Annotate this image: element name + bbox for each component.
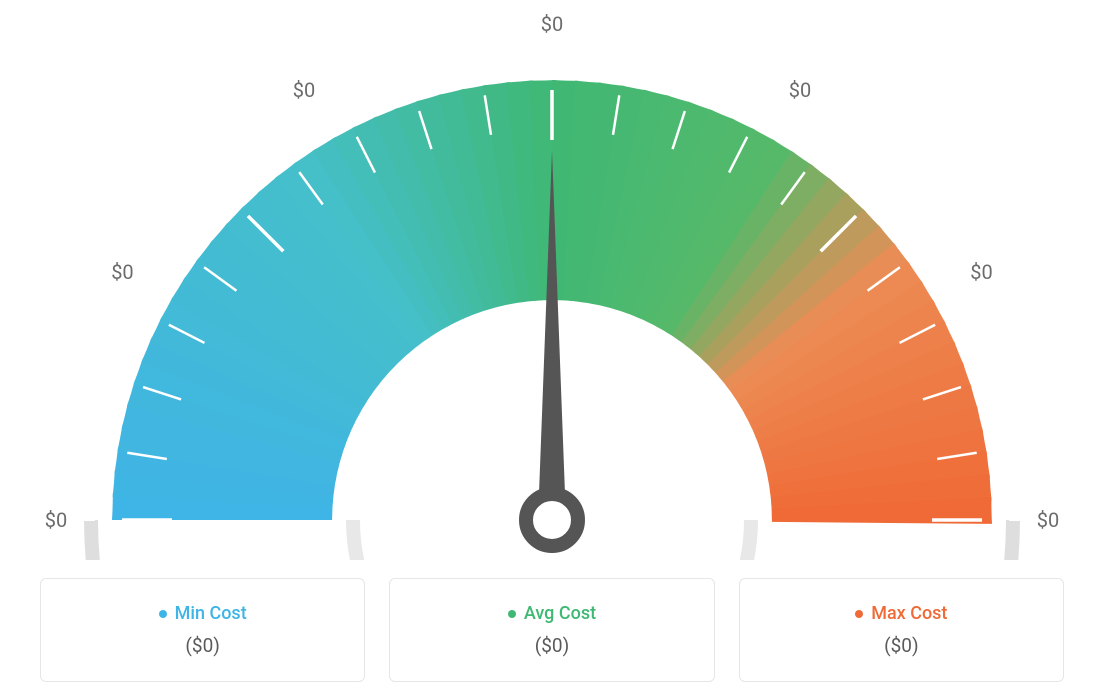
gauge-chart-container: $0 $0 $0 $0 $0 $0 $0 Min Cost ($0) Avg Cost ($…: [0, 0, 1104, 690]
gauge-tick-label: $0: [789, 78, 811, 102]
legend-card-avg: Avg Cost ($0): [389, 578, 714, 682]
gauge-tick-label: $0: [1037, 508, 1059, 532]
gauge-tick-label: $0: [111, 260, 133, 284]
gauge-tick-label: $0: [541, 12, 563, 36]
legend-card-max: Max Cost ($0): [739, 578, 1064, 682]
gauge-tick-label: $0: [970, 260, 992, 284]
legend-value-min: ($0): [185, 634, 219, 657]
gauge-area: $0 $0 $0 $0 $0 $0 $0: [0, 0, 1104, 560]
legend-label-min: Min Cost: [175, 603, 247, 624]
legend-label-avg: Avg Cost: [524, 603, 596, 624]
legend-label-max: Max Cost: [871, 603, 947, 624]
legend-dot-max: [855, 610, 863, 618]
legend-title-max: Max Cost: [855, 603, 947, 624]
gauge-tick-label: $0: [45, 508, 67, 532]
legend-title-min: Min Cost: [159, 603, 247, 624]
legend-value-max: ($0): [884, 634, 918, 657]
gauge-tick-label: $0: [293, 78, 315, 102]
legend-dot-avg: [508, 610, 516, 618]
legend-dot-min: [159, 610, 167, 618]
legend-value-avg: ($0): [535, 634, 569, 657]
legend-row: Min Cost ($0) Avg Cost ($0) Max Cost ($0…: [0, 578, 1104, 690]
gauge-svg: [0, 0, 1104, 560]
legend-card-min: Min Cost ($0): [40, 578, 365, 682]
legend-title-avg: Avg Cost: [508, 603, 596, 624]
